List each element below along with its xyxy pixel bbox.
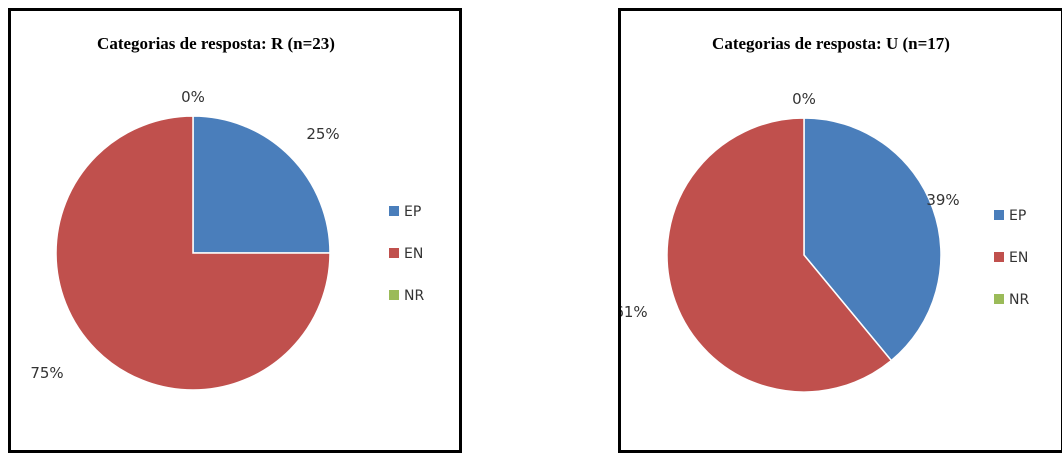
legend: EP EN NR: [389, 204, 424, 304]
pie-slice-ep: [192, 115, 331, 254]
legend-swatch-en: [994, 252, 1004, 262]
legend-swatch-ep: [994, 210, 1004, 220]
data-label-nr: 0%: [792, 90, 816, 108]
legend-swatch-nr: [389, 290, 399, 300]
pie-slice-en: [666, 117, 893, 393]
legend-label-ep: EP: [1009, 208, 1026, 224]
pie-chart-r-svg: Categorias de resposta: R (n=23) 25% 75% 0…: [30, 34, 424, 391]
legend-label-ep: EP: [404, 204, 421, 220]
pie-slices: [666, 117, 942, 393]
data-label-en: 75%: [30, 364, 63, 382]
chart-title: Categorias de resposta: U (n=17): [712, 34, 950, 53]
legend-label-nr: NR: [404, 288, 424, 304]
pie-slice-ep: [803, 117, 942, 362]
pie-slice-en: [55, 115, 331, 391]
data-label-en: 61%: [621, 303, 648, 321]
legend-swatch-en: [389, 248, 399, 258]
pie-slices: [55, 115, 331, 391]
legend-swatch-ep: [389, 206, 399, 216]
data-label-ep: 39%: [926, 191, 959, 209]
chart-title: Categorias de resposta: R (n=23): [97, 34, 335, 53]
pie-data-labels: 39% 61% 0%: [621, 90, 960, 321]
pie-data-labels: 25% 75% 0%: [30, 88, 339, 382]
data-label-ep: 25%: [306, 125, 339, 143]
data-label-nr: 0%: [181, 88, 205, 106]
pie-chart-r: Categorias de resposta: R (n=23) 25% 75% 0…: [8, 8, 462, 453]
pie-chart-u-svg: Categorias de resposta: U (n=17) 39% 61% 0…: [621, 34, 1029, 393]
legend-label-nr: NR: [1009, 292, 1029, 308]
legend-swatch-nr: [994, 294, 1004, 304]
pie-chart-u: Categorias de resposta: U (n=17) 39% 61% 0…: [618, 8, 1062, 453]
legend-label-en: EN: [1009, 250, 1028, 266]
legend: EP EN NR: [994, 208, 1029, 308]
legend-label-en: EN: [404, 246, 423, 262]
